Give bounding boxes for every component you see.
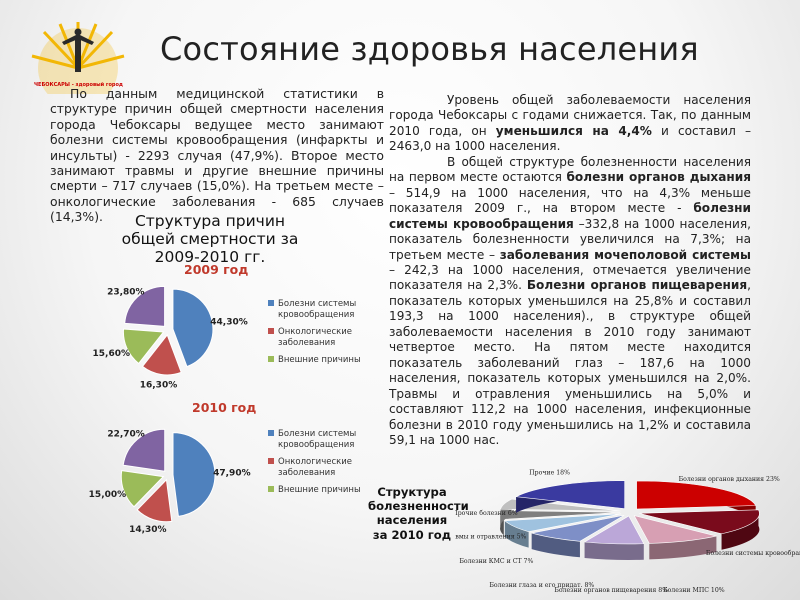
- pie3d-slice: [583, 515, 645, 545]
- pie3d-slice: [504, 513, 622, 532]
- pie-slice-label: 15,00%: [89, 490, 127, 500]
- pie-2010-title: 2010 год: [192, 400, 257, 415]
- pie-chart-2009: 44,30% 16,30% 15,60% 23,80% Болезни системы к…: [93, 285, 361, 390]
- pie-slice-label: 16,30%: [140, 380, 178, 390]
- pie-slice: [124, 285, 166, 327]
- legend-label: Болезни системы кровообращения: [278, 299, 356, 320]
- legend-swatch: [268, 328, 274, 334]
- pie-slice-label: 15,60%: [93, 349, 130, 359]
- mortality-paragraph: По данным медицинской статистики в струк…: [50, 86, 384, 225]
- pie3d-slice-side: [504, 520, 529, 548]
- pie-slice-label: 23,80%: [107, 287, 145, 297]
- pie3d-slice-label: Болезни системы кровообращения 15%: [706, 550, 800, 557]
- legend-label: Внешние причины: [278, 355, 361, 365]
- legend-swatch: [268, 458, 274, 464]
- pie3d-slice: [639, 509, 760, 535]
- pie3d-slice: [636, 480, 757, 510]
- pie-3d-title: Структура болезненности населения за 201…: [368, 485, 469, 542]
- pie3d-slice-label: Болезни органов пищеварения 8%: [554, 587, 668, 594]
- pie3d-slice-label: Прочие 18%: [529, 470, 570, 477]
- page-title: Состояние здоровья населения: [160, 30, 699, 68]
- morbidity-text: Уровень общей заболеваемости населения г…: [389, 93, 751, 448]
- pie3d-slice-label: Прочие болезни 6%: [455, 510, 518, 517]
- pie-slice-label: 14,30%: [129, 525, 167, 535]
- city-logo: [31, 22, 125, 94]
- legend-label: Онкологические заболевания: [278, 457, 352, 478]
- legend-swatch: [268, 486, 274, 492]
- logo-caption: ЧЕБОКСАРЫ - здоровый город: [34, 82, 123, 88]
- morbidity-paragraph-2: В общей структуре болезненности населени…: [389, 154, 751, 447]
- pie-slice-label: 47,90%: [213, 468, 251, 478]
- pie3d-slice-side: [649, 536, 717, 560]
- chart-heading: Структура причин общей смертности за 200…: [121, 212, 299, 266]
- pie3d-slice-label: Болезни МПС 10%: [663, 587, 725, 594]
- legend-swatch: [268, 430, 274, 436]
- pie3d-slice-side: [531, 533, 580, 558]
- pie3d-slice-label: Болезни КМС и СТ 7%: [459, 558, 533, 565]
- pie-slice: [172, 432, 216, 517]
- pie3d-slice-label: Болезни органов дыхания 23%: [679, 476, 780, 483]
- morbidity-paragraph-1: Уровень общей заболеваемости населения г…: [389, 93, 751, 154]
- pie-chart-2010: 47,90% 14,30% 15,00% 22,70% Болезни системы к…: [89, 428, 361, 535]
- pie3d-slice-side: [721, 509, 760, 550]
- legend-swatch: [268, 300, 274, 306]
- legend-label: Болезни системы кровообращения: [278, 429, 356, 450]
- pie-slice: [141, 333, 182, 376]
- pie3d-slice: [515, 480, 625, 509]
- pie3d-slice-label: Травмы и отравления 5%: [455, 533, 527, 540]
- pie-slice: [172, 288, 214, 368]
- pie-2009-title: 2009 год: [184, 262, 249, 277]
- legend-label: Внешние причины: [278, 485, 361, 495]
- pie-chart-3d-morbidity: Болезни органов дыхания 23% Болезни систе…: [455, 470, 800, 594]
- pie-slice-label: 44,30%: [210, 317, 248, 327]
- pie3d-slice-label: Болезни глаза и его придат. 8%: [489, 582, 594, 589]
- legend-label: Онкологические заболевания: [278, 327, 352, 348]
- monument-icon: [62, 28, 94, 72]
- pie-slice: [120, 470, 165, 508]
- pie3d-slice: [531, 514, 625, 542]
- pie-slice: [122, 428, 166, 472]
- pie-slice: [136, 478, 173, 523]
- pie-slice-label: 22,70%: [107, 430, 144, 440]
- pie3d-slice-side: [584, 542, 644, 560]
- pie-slice: [122, 328, 165, 365]
- pie3d-slice: [633, 515, 717, 544]
- legend-swatch: [268, 356, 274, 362]
